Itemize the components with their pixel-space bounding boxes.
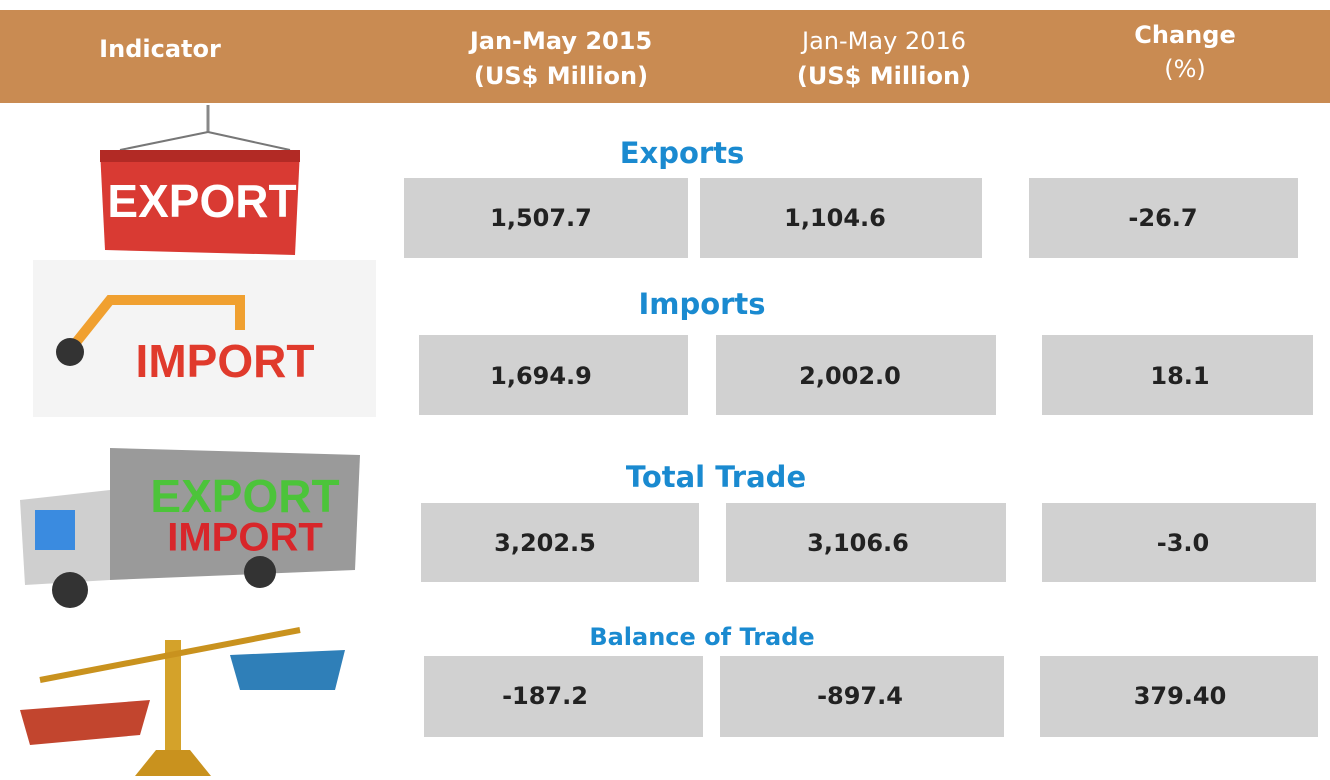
row-label: Total Trade	[626, 460, 806, 494]
value-change: 379.40	[1134, 682, 1227, 710]
export-icon-text: EXPORT	[107, 175, 296, 227]
header-2016-unit: (US$ Million)	[797, 62, 971, 90]
value-change: 18.1	[1150, 362, 1209, 390]
value-2015: -187.2	[502, 682, 588, 710]
import-icon: IMPORT	[33, 260, 376, 417]
header-indicator: Indicator	[99, 35, 221, 63]
value-2015: 1,694.9	[490, 362, 592, 390]
header-2015-unit: (US$ Million)	[474, 62, 648, 90]
value-2016: -897.4	[817, 682, 903, 710]
value-2015: 1,507.7	[490, 204, 592, 232]
truck-import-text: IMPORT	[167, 516, 323, 560]
row-label: Imports	[638, 287, 765, 321]
row-label: Balance of Trade	[589, 623, 814, 651]
header-2016: Jan-May 2016	[800, 27, 966, 55]
truck-export-text: EXPORT	[150, 470, 339, 522]
export-icon: EXPORT	[100, 105, 300, 255]
row-label: Exports	[620, 136, 745, 170]
scale-icon	[20, 630, 345, 776]
import-icon-text: IMPORT	[136, 335, 315, 387]
value-2016: 2,002.0	[799, 362, 901, 390]
value-2016: 3,106.6	[807, 529, 909, 557]
value-2016: 1,104.6	[784, 204, 886, 232]
value-change: -26.7	[1128, 204, 1197, 232]
header-change-unit: (%)	[1164, 55, 1206, 83]
value-change: -3.0	[1157, 529, 1209, 557]
infographic: Indicator Jan-May 2015 (US$ Million) Jan…	[0, 0, 1330, 776]
header-change: Change	[1134, 21, 1235, 49]
value-2015: 3,202.5	[494, 529, 596, 557]
truck-icon: EXPORT IMPORT	[20, 448, 360, 608]
header-2015: Jan-May 2015	[468, 27, 652, 55]
